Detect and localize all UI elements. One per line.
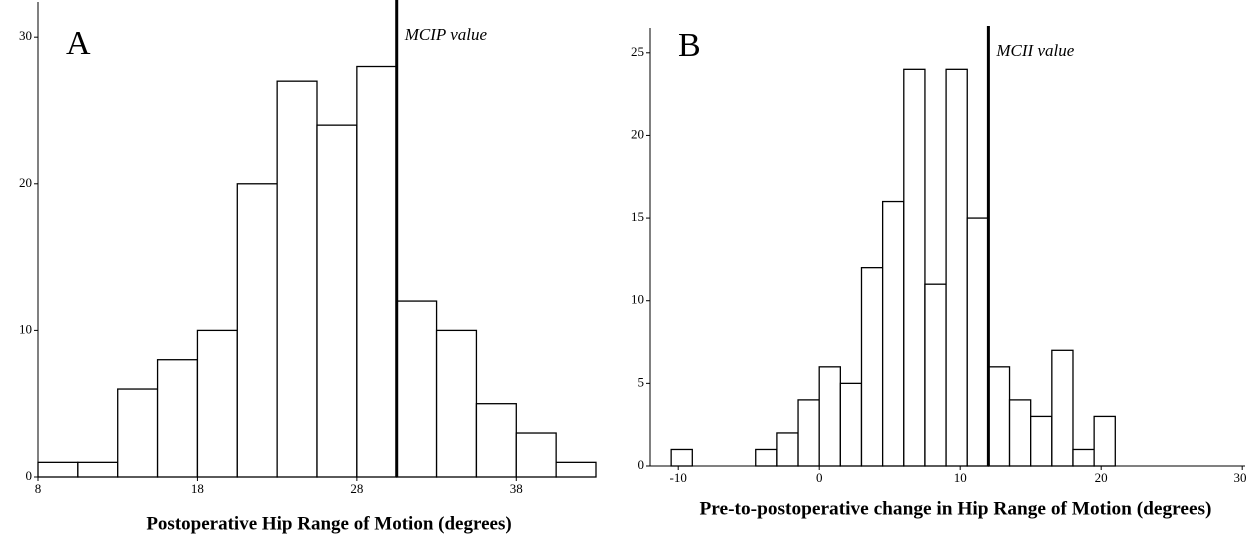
x-tick-label: 10	[954, 470, 967, 485]
y-tick-label: 20	[19, 175, 32, 190]
bar	[515, 432, 557, 478]
x-axis-label: Pre-to-postoperative change in Hip Range…	[700, 498, 1212, 519]
y-tick-label: 10	[631, 292, 644, 307]
bar	[1072, 448, 1095, 467]
y-tick-label: 10	[19, 321, 32, 336]
x-tick-label: 28	[350, 481, 363, 496]
bar	[881, 200, 905, 467]
bar	[818, 366, 841, 467]
bar	[435, 329, 478, 478]
y-tick-label: 15	[631, 209, 644, 224]
bar	[860, 267, 884, 467]
y-tick-label: 25	[631, 44, 644, 59]
bar	[117, 388, 159, 478]
x-tick-label: 18	[191, 481, 204, 496]
bar	[755, 448, 778, 467]
bar	[839, 382, 863, 467]
bar	[475, 403, 517, 478]
bar	[555, 461, 597, 478]
bar	[356, 65, 398, 478]
bar	[966, 217, 990, 467]
x-tick-label: 30	[1234, 470, 1247, 485]
bar	[1051, 349, 1074, 467]
y-tick-label: 5	[638, 374, 645, 389]
bar	[797, 399, 820, 467]
bar	[316, 124, 358, 478]
x-tick-label: 8	[35, 481, 42, 496]
bar	[156, 359, 199, 478]
bar	[37, 461, 79, 478]
bar	[945, 68, 968, 467]
panel-label: A	[66, 25, 91, 62]
panel-label: B	[678, 27, 701, 64]
x-axis-label: Postoperative Hip Range of Motion (degre…	[146, 513, 511, 534]
bar	[670, 448, 693, 467]
x-tick-label: 20	[1095, 470, 1108, 485]
x-tick-label: 38	[510, 481, 523, 496]
bar	[77, 461, 119, 478]
y-tick-label: 30	[19, 28, 32, 43]
bar	[196, 329, 238, 478]
y-tick-label: 0	[26, 468, 33, 483]
bar	[396, 300, 438, 478]
bar	[987, 366, 1011, 467]
bar	[1008, 399, 1032, 467]
reference-label: MCII value	[995, 41, 1074, 60]
bar	[924, 283, 947, 467]
bar	[1030, 415, 1053, 467]
y-tick-label: 0	[638, 457, 645, 472]
bar	[1093, 415, 1116, 467]
bar	[276, 80, 318, 478]
x-tick-label: 0	[816, 470, 823, 485]
reference-label: MCIP value	[404, 25, 488, 44]
bar	[903, 68, 926, 467]
x-tick-label: -10	[670, 470, 687, 485]
y-tick-label: 20	[631, 126, 644, 141]
bar	[776, 432, 799, 467]
bar	[236, 183, 278, 478]
